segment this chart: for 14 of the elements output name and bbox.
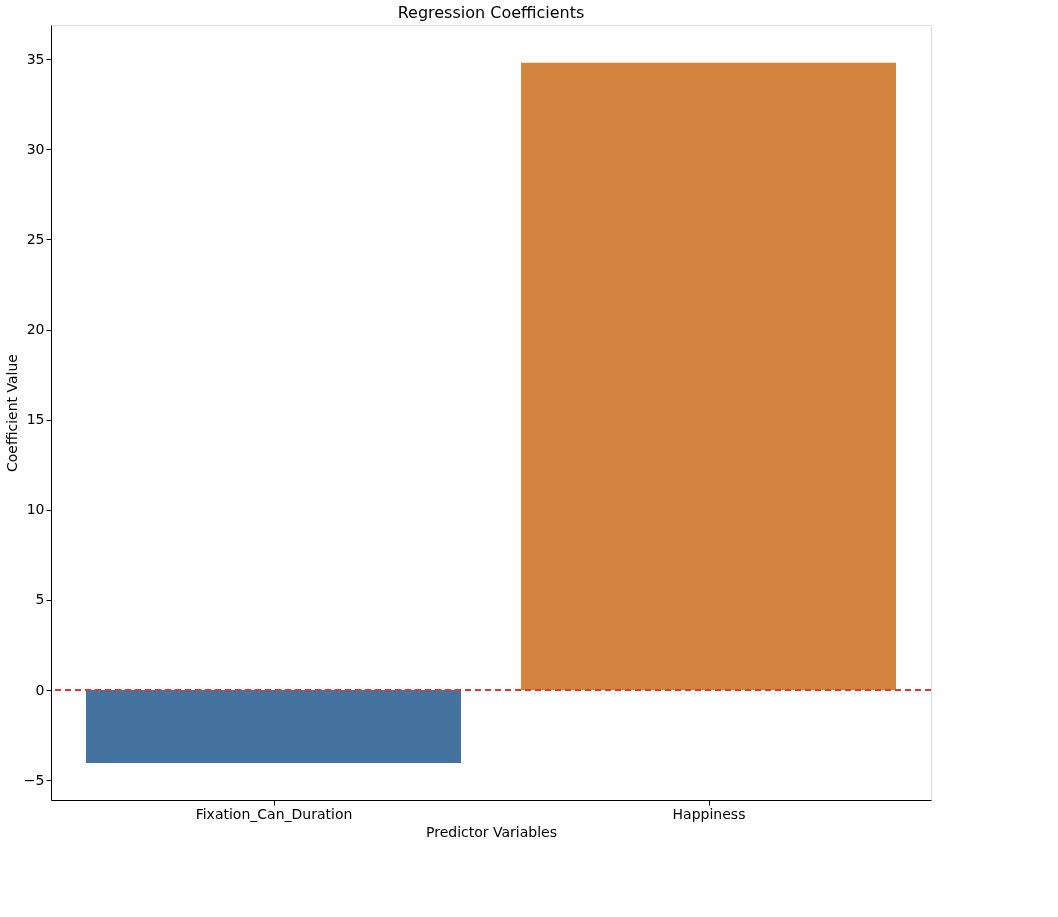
y-tick-label: 0 xyxy=(35,681,45,698)
chart-title: Regression Coefficients xyxy=(397,3,585,22)
y-tick-label: 10 xyxy=(26,501,45,518)
x-tick-label: Happiness xyxy=(672,805,746,822)
y-tick-label: 25 xyxy=(26,230,45,247)
y-axis-title: Coefficient Value xyxy=(3,354,20,472)
y-tick-label: 35 xyxy=(26,50,45,67)
x-axis-title: Predictor Variables xyxy=(426,823,557,840)
y-tick-label: 30 xyxy=(26,140,45,157)
x-tick-label: Fixation_Can_Duration xyxy=(195,805,353,822)
y-tick-label: 20 xyxy=(26,321,45,338)
y-tick-label: 15 xyxy=(26,411,45,428)
y-tick-label: −5 xyxy=(23,771,45,788)
y-tick-label: 5 xyxy=(35,591,45,608)
